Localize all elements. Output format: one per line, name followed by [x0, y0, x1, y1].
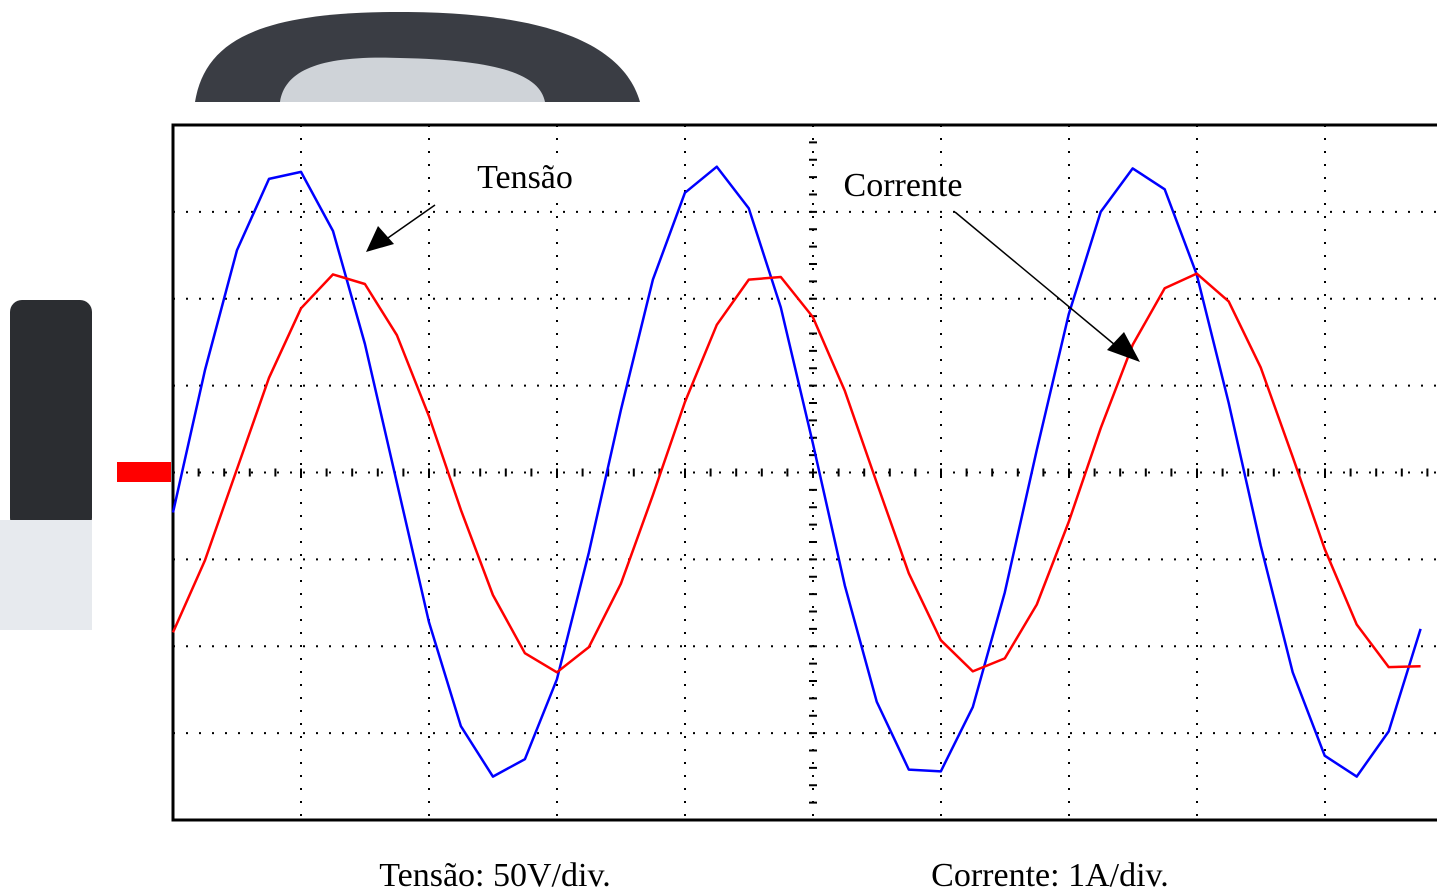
trace: [171, 272, 1421, 674]
label-bg: [825, 168, 983, 208]
label-bg: [455, 160, 595, 200]
scale-label: Tensão: 50V/div.: [379, 857, 611, 894]
trace: [171, 165, 1422, 778]
device-photo-lens: [280, 57, 545, 102]
annotation: Corrente: [844, 167, 963, 204]
device-photo-shadow: [0, 520, 92, 630]
arrow-head: [1107, 332, 1140, 362]
channel-marker: [117, 462, 171, 482]
arrow-line: [954, 211, 1116, 346]
arrow-line: [384, 204, 436, 241]
device-photo-side: [10, 300, 92, 530]
traces: [171, 165, 1422, 778]
scale-label: Corrente: 1A/div.: [931, 857, 1169, 894]
arrow-head: [366, 226, 394, 252]
grid: [172, 124, 1436, 821]
annotation: Tensão: [477, 159, 573, 196]
